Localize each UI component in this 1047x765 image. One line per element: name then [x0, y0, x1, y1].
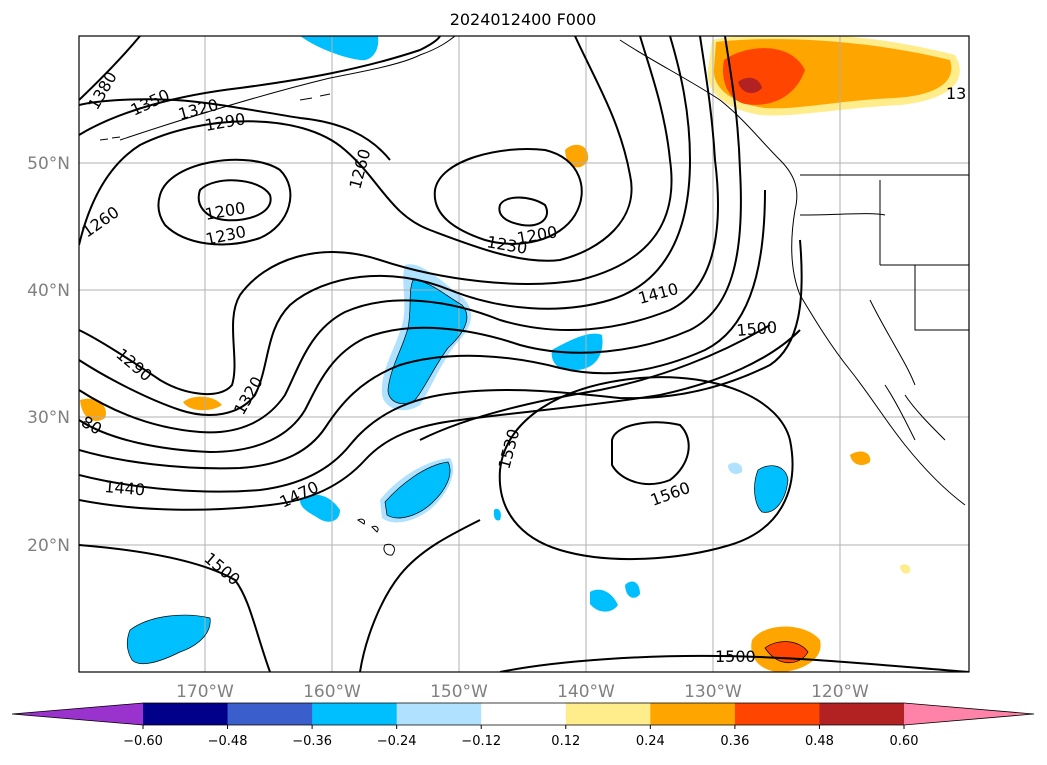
contour-label: 13	[946, 84, 966, 103]
contour-1260	[79, 36, 633, 262]
contour-1470	[79, 329, 801, 511]
contour-1230-west	[157, 158, 292, 246]
colorbar-tick-label: −0.60	[123, 734, 163, 749]
colorbar-cell	[819, 703, 905, 725]
anomaly-region-dateline	[183, 396, 222, 411]
colorbar-cell	[734, 703, 820, 725]
contour-1380	[79, 36, 742, 454]
contour-1500-bottom	[499, 654, 969, 672]
baja-coast	[884, 384, 946, 441]
contour-1560	[611, 421, 690, 485]
colorbar-tick-label: 0.60	[890, 734, 919, 749]
anomaly-region-south-blobs	[590, 581, 640, 612]
contour-1500-north	[419, 324, 771, 441]
colorbar-tick-label: 0.48	[805, 734, 834, 749]
height-contours	[79, 36, 969, 672]
contour-1500-south	[79, 519, 481, 672]
colorbar-left-extend	[12, 703, 143, 725]
lon-label-170w: 170°W	[176, 682, 234, 702]
anomaly-region-west-edge	[80, 398, 106, 421]
anomaly-region-hawaii-west	[300, 494, 340, 522]
contour-label: 1500	[736, 318, 778, 340]
colorbar-cell	[143, 703, 229, 725]
colorbar-cell	[481, 703, 567, 725]
anomaly-region-mexico	[850, 451, 871, 466]
contour-1410	[79, 189, 766, 470]
anomaly-region-northwest-red	[722, 48, 805, 105]
latitude-labels: 50°N 40°N 30°N 20°N	[27, 154, 70, 556]
colorbar-right-extend	[904, 703, 1034, 725]
colorbar-tick-label: −0.36	[292, 734, 332, 749]
us-state-borders	[799, 180, 969, 386]
anomaly-region-southwest-large	[127, 615, 211, 664]
colorbar: −0.60 −0.48 −0.36 −0.24 −0.12 0.12 0.24 0.36 0.4…	[11, 702, 1035, 749]
contour-1200-east	[498, 196, 548, 227]
contour-label: 1440	[104, 477, 146, 499]
north-america-coast	[619, 39, 966, 506]
anomaly-region-small-cool-2	[493, 508, 501, 521]
contour-1290	[79, 36, 673, 396]
colorbar-tick-label: −0.12	[461, 734, 501, 749]
map-frame	[78, 35, 970, 673]
negative-anomaly-regions	[127, 36, 788, 664]
lat-label-50n: 50°N	[27, 154, 70, 174]
lat-label-30n: 30°N	[27, 408, 70, 428]
alaska-coast	[119, 36, 456, 141]
colorbar-cell	[227, 703, 313, 725]
contour-1200-west	[197, 179, 272, 222]
hawaii-islands	[357, 518, 395, 556]
contour-1350	[79, 36, 719, 434]
colorbar-cell	[650, 703, 736, 725]
anomaly-region-southeast-dot	[900, 564, 911, 574]
colorbar-tick-label: −0.24	[377, 734, 417, 749]
anomaly-region-gulf-small	[565, 144, 589, 168]
anomaly-region-southwest-blue	[385, 462, 451, 518]
anomaly-region-north-cool	[300, 36, 379, 61]
lon-label-160w: 160°W	[303, 682, 361, 702]
anomaly-region-central-blue	[388, 280, 467, 404]
aleutian-islands	[99, 93, 331, 141]
colorbar-tick-label: 0.36	[720, 734, 749, 749]
colorbar-tick-label: 0.24	[636, 734, 665, 749]
contour-label: 1500	[715, 647, 756, 666]
contour-1440	[79, 239, 803, 493]
map-title: 2024012400 F000	[450, 10, 597, 29]
anomaly-region-northwest-darkred	[738, 77, 762, 94]
lon-label-120w: 120°W	[811, 682, 869, 702]
longitude-labels: 170°W 160°W 150°W 140°W 130°W 120°W	[176, 682, 869, 702]
anomaly-region-east-south	[754, 465, 788, 513]
lat-label-40n: 40°N	[27, 281, 70, 301]
colorbar-cell	[565, 703, 651, 725]
colorbar-cell	[312, 703, 398, 725]
contour-1530	[498, 376, 794, 561]
coastlines	[99, 36, 969, 556]
positive-anomaly-regions	[80, 36, 960, 672]
colorbar-tick-label: 0.12	[551, 734, 580, 749]
contour-1230-east	[433, 148, 583, 245]
lon-label-130w: 130°W	[684, 682, 742, 702]
colorbar-tick-label: −0.48	[208, 734, 248, 749]
colorbar-cell	[396, 703, 482, 725]
lat-label-20n: 20°N	[27, 536, 70, 556]
contour-1320	[79, 36, 692, 416]
anomaly-region-small-cool-1	[728, 462, 743, 474]
lon-label-150w: 150°W	[430, 682, 488, 702]
map-area: 1380 1350 1320 1290 1260 1260 1200 1230 …	[79, 36, 969, 672]
lon-label-140w: 140°W	[557, 682, 615, 702]
